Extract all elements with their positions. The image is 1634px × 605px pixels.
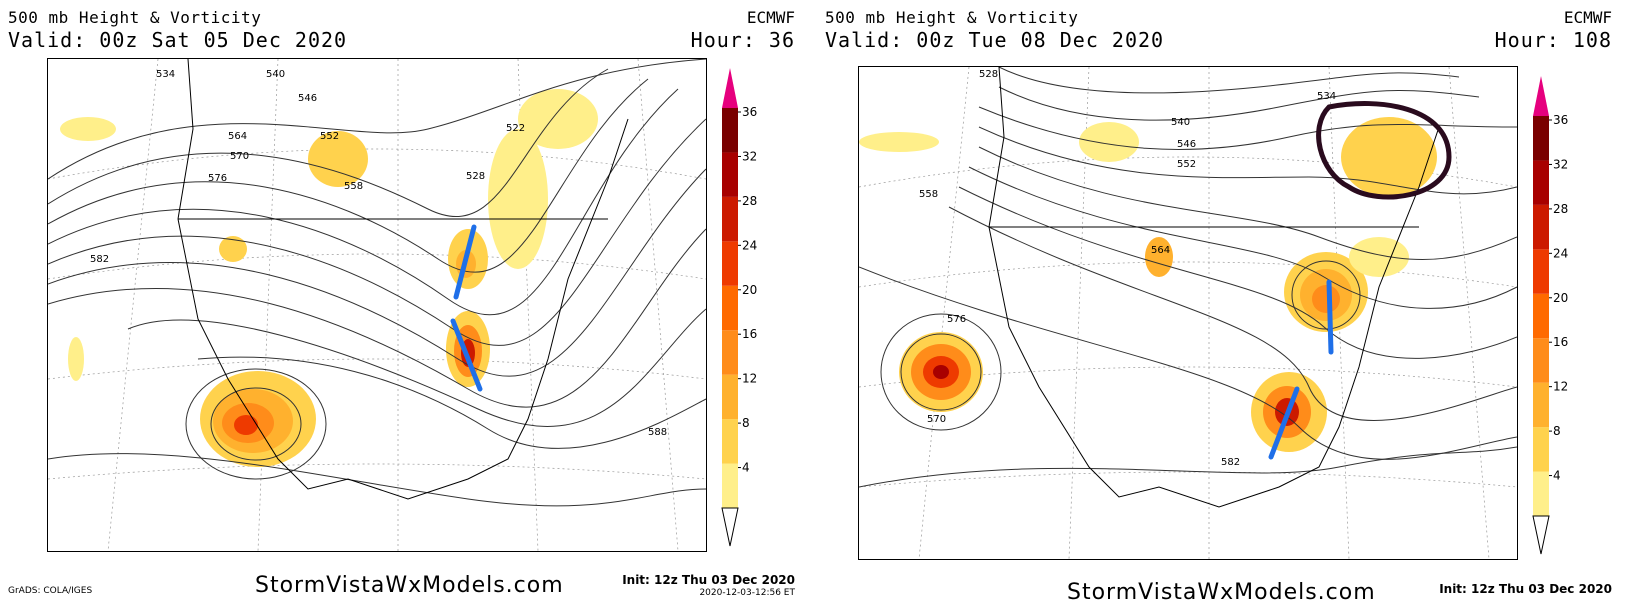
map-area: 534 540 546 552 558 564 570 576 582 588 … bbox=[47, 58, 707, 552]
software-credit: GrADS: COLA/IGES bbox=[8, 586, 93, 596]
website-watermark: StormVistaWxModels.com bbox=[255, 573, 564, 598]
colorbar-swatch bbox=[1533, 427, 1549, 472]
colorbar-tick-label: 16 bbox=[1553, 335, 1568, 349]
contour-label: 570 bbox=[927, 414, 946, 425]
trough-line-north bbox=[453, 224, 477, 300]
contour-label: 564 bbox=[228, 131, 247, 142]
panel-hour-36: 500 mb Height & Vorticity Valid: 00z Sat… bbox=[0, 0, 817, 600]
contour-label: 558 bbox=[344, 181, 363, 192]
contour-label: 576 bbox=[947, 314, 966, 325]
colorbar-swatch bbox=[722, 196, 738, 242]
valid-time: Valid: 00z Sat 05 Dec 2020 bbox=[8, 28, 348, 52]
colorbar-tick-label: 20 bbox=[1553, 291, 1568, 305]
colorbar-tick-label: 24 bbox=[1553, 246, 1568, 260]
colorbar-tick-label: 12 bbox=[742, 372, 757, 386]
boundaries bbox=[177, 59, 629, 500]
panel-hour-108: 500 mb Height & Vorticity Valid: 00z Tue… bbox=[817, 0, 1634, 605]
contour-label: 546 bbox=[298, 93, 317, 104]
colorbar-swatch bbox=[1533, 382, 1549, 428]
trough-line-midatlantic bbox=[1326, 279, 1334, 355]
contour-label: 528 bbox=[979, 69, 998, 80]
contour-label: 540 bbox=[266, 69, 285, 80]
colorbar-tick-label: 32 bbox=[742, 149, 757, 163]
colorbar-swatch bbox=[722, 419, 738, 464]
colorbar-swatch bbox=[1533, 293, 1549, 339]
colorbar-swatch bbox=[722, 108, 738, 153]
contour-label: 588 bbox=[648, 427, 667, 438]
timestamp: 2020-12-03-12:56 ET bbox=[699, 588, 795, 598]
contour-label: 534 bbox=[1317, 91, 1336, 102]
map-title: 500 mb Height & Vorticity bbox=[825, 8, 1079, 27]
colorbar-tick-label: 24 bbox=[742, 238, 757, 252]
colorbar-swatch bbox=[1533, 338, 1549, 383]
model-name: ECMWF bbox=[746, 8, 795, 27]
colorbar-tick-label: 4 bbox=[1553, 469, 1561, 483]
colorbar: 36 32 28 24 20 16 12 8 4 bbox=[721, 68, 757, 547]
colorbar: 36 32 28 24 20 16 12 8 4 bbox=[1532, 76, 1568, 555]
model-name: ECMWF bbox=[1563, 8, 1612, 27]
colorbar-tick-label: 36 bbox=[1553, 113, 1568, 127]
colorbar-swatch bbox=[722, 285, 738, 331]
map-svg: 534 540 546 552 558 564 570 576 582 588 … bbox=[48, 59, 706, 551]
map-svg: 528 534 540 546 552 558 564 570 576 582 bbox=[859, 67, 1517, 559]
colorbar-swatch bbox=[1533, 116, 1549, 161]
colorbar-tick-label: 8 bbox=[742, 416, 750, 430]
contour-label-group: 528 534 540 546 552 558 564 570 576 582 bbox=[919, 69, 1336, 468]
colorbar-bottom bbox=[1532, 515, 1550, 555]
colorbar-tick-label: 12 bbox=[1553, 380, 1568, 394]
colorbar-tick-label: 28 bbox=[742, 194, 757, 208]
contour-label: 582 bbox=[90, 254, 109, 265]
contour-label: 576 bbox=[208, 173, 227, 184]
colorbar-tick-label: 32 bbox=[1553, 157, 1568, 171]
contour-label: 570 bbox=[230, 151, 249, 162]
vorticity-shading bbox=[60, 89, 598, 467]
colorbar-swatch bbox=[722, 463, 738, 508]
init-time: Init: 12z Thu 03 Dec 2020 bbox=[1439, 582, 1612, 596]
colorbar-swatch bbox=[722, 374, 738, 420]
contour-label: 546 bbox=[1177, 139, 1196, 150]
colorbar-tick-label: 4 bbox=[742, 461, 750, 475]
valid-time: Valid: 00z Tue 08 Dec 2020 bbox=[825, 28, 1165, 52]
colorbar-tick-label: 8 bbox=[1553, 424, 1561, 438]
colorbar-tick-label: 20 bbox=[742, 283, 757, 297]
contour-label: 564 bbox=[1151, 245, 1170, 256]
init-time: Init: 12z Thu 03 Dec 2020 bbox=[622, 573, 795, 587]
colorbar-tick-label: 16 bbox=[742, 327, 757, 341]
colorbar-swatch bbox=[1533, 160, 1549, 205]
contour-label-group: 534 540 546 552 558 564 570 576 582 588 … bbox=[90, 69, 667, 438]
contour-label: 528 bbox=[466, 171, 485, 182]
boundaries bbox=[988, 67, 1440, 508]
colorbar-swatch bbox=[1533, 249, 1549, 294]
contour-label: 522 bbox=[506, 123, 525, 134]
colorbar-swatch bbox=[722, 241, 738, 286]
trough-line-gulf bbox=[1268, 386, 1300, 460]
contour-label: 540 bbox=[1171, 117, 1190, 128]
highlight-circle bbox=[1316, 101, 1452, 200]
colorbar-tick-label: 28 bbox=[1553, 202, 1568, 216]
height-contours bbox=[48, 59, 706, 507]
contour-label: 582 bbox=[1221, 457, 1240, 468]
colorbar-swatch bbox=[1533, 471, 1549, 516]
colorbar-bottom bbox=[721, 507, 739, 547]
colorbar-top bbox=[722, 68, 738, 108]
contour-label: 534 bbox=[156, 69, 175, 80]
contour-label: 552 bbox=[320, 131, 339, 142]
colorbar-swatch bbox=[722, 152, 738, 197]
website-watermark: StormVistaWxModels.com bbox=[1067, 580, 1376, 605]
colorbar-tick-label: 36 bbox=[742, 105, 757, 119]
colorbar-top bbox=[1533, 76, 1549, 116]
contour-label: 552 bbox=[1177, 159, 1196, 170]
vorticity-shading bbox=[859, 117, 1437, 452]
map-area: 528 534 540 546 552 558 564 570 576 582 bbox=[858, 66, 1518, 560]
map-title: 500 mb Height & Vorticity bbox=[8, 8, 262, 27]
colorbar-swatch bbox=[1533, 204, 1549, 250]
graticule bbox=[48, 59, 706, 551]
forecast-hour: Hour: 36 bbox=[690, 28, 795, 52]
forecast-hour: Hour: 108 bbox=[1494, 28, 1612, 52]
contour-label: 558 bbox=[919, 189, 938, 200]
trough-line-south bbox=[450, 318, 483, 392]
colorbar-swatch bbox=[722, 330, 738, 375]
